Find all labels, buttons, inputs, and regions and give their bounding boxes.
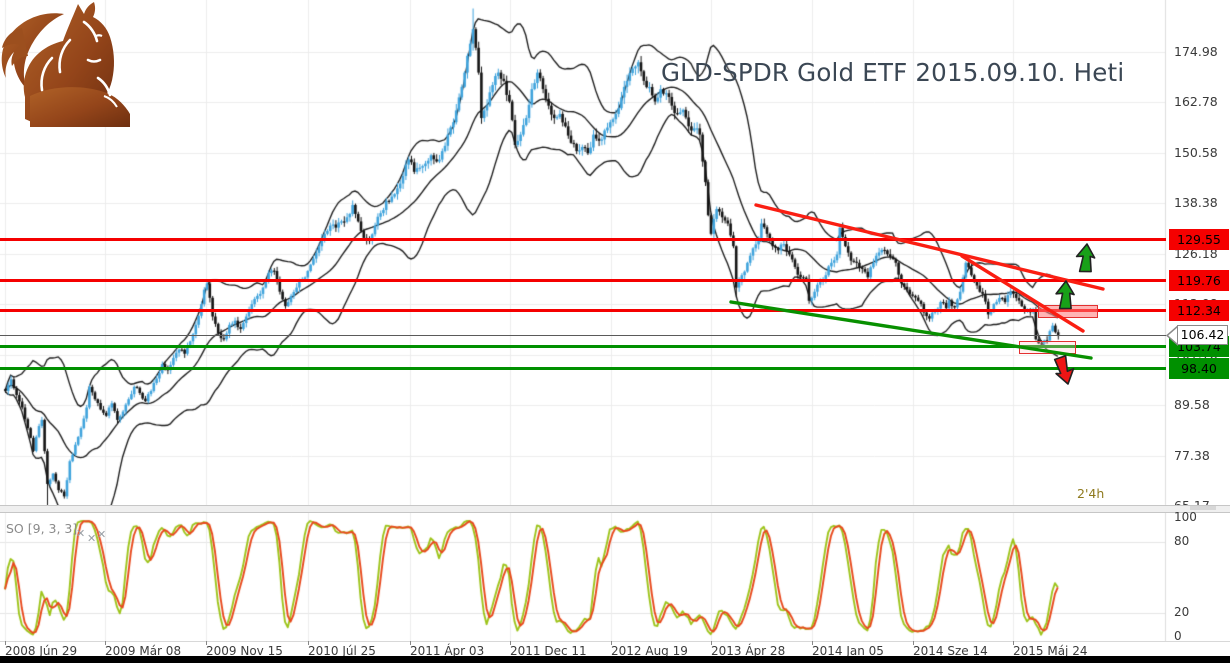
x-axis-date-label: 2015 Máj 24 bbox=[1013, 644, 1088, 658]
panel-separator[interactable] bbox=[0, 505, 1230, 513]
highlight-box[interactable] bbox=[1019, 341, 1076, 354]
timeframe-note: 2'4h bbox=[1077, 486, 1105, 501]
crossover-marker-icon: ✕ bbox=[97, 528, 107, 541]
resistance-line[interactable] bbox=[0, 309, 1166, 313]
y-axis-label: 138.38 bbox=[1174, 195, 1218, 211]
oscillator-scale-label: 100 bbox=[1174, 510, 1197, 524]
x-axis-date-label: 2010 Júl 25 bbox=[308, 644, 376, 658]
current-price-pointer bbox=[1166, 324, 1178, 346]
highlight-box[interactable] bbox=[1038, 305, 1098, 318]
current-price-badge: 106.42 bbox=[1177, 325, 1228, 346]
oscillator-label: SO [9, 3, 3] bbox=[6, 521, 78, 536]
separator-thumb[interactable] bbox=[1190, 506, 1216, 510]
x-axis-date-label: 2009 Már 08 bbox=[105, 644, 182, 658]
support-line[interactable] bbox=[0, 367, 1166, 371]
x-axis-date-label: 2012 Aug 19 bbox=[611, 644, 688, 658]
support-line[interactable] bbox=[0, 345, 1166, 349]
support-price-badge: 98.40 bbox=[1169, 358, 1229, 380]
horses-logo bbox=[1, 2, 130, 127]
resistance-price-badge: 129.55 bbox=[1169, 229, 1229, 251]
y-axis-label: 174.98 bbox=[1174, 44, 1218, 59]
x-axis-date-label: 2008 Jún 29 bbox=[5, 644, 78, 658]
oscillator-scale-label: 0 bbox=[1174, 629, 1182, 643]
oscillator-scale-label: 20 bbox=[1174, 605, 1190, 620]
x-axis-line bbox=[0, 641, 1230, 642]
x-axis-date-label: 2011 Dec 11 bbox=[510, 644, 587, 658]
crossover-marker-icon: ✕ bbox=[87, 532, 97, 545]
resistance-line[interactable] bbox=[0, 238, 1166, 242]
y-axis-label: 162.78 bbox=[1174, 94, 1218, 110]
x-axis-date-label: 2013 Ápr 28 bbox=[711, 644, 786, 658]
crossover-marker-icon: ✕ bbox=[76, 527, 86, 540]
chart-title: GLD-SPDR Gold ETF 2015.09.10. Heti bbox=[661, 58, 1125, 87]
y-axis-label: 77.38 bbox=[1174, 447, 1210, 463]
x-axis-date-label: 2009 Nov 15 bbox=[206, 644, 283, 658]
oscillator-scale-label: 80 bbox=[1174, 533, 1190, 548]
y-axis-label: 150.58 bbox=[1174, 144, 1218, 160]
bottom-bar bbox=[0, 656, 1230, 663]
oscillator-canvas[interactable] bbox=[0, 513, 1230, 641]
y-axis-label: 89.58 bbox=[1174, 397, 1210, 413]
x-axis-date-label: 2011 Ápr 03 bbox=[410, 644, 485, 658]
resistance-line[interactable] bbox=[0, 278, 1166, 282]
x-axis-date-label: 2014 Jan 05 bbox=[812, 644, 884, 658]
resistance-price-badge: 119.76 bbox=[1169, 269, 1229, 291]
resistance-price-badge: 112.34 bbox=[1169, 300, 1229, 322]
x-axis-date-label: 2014 Sze 14 bbox=[913, 644, 988, 658]
current-price-line bbox=[0, 334, 1166, 336]
